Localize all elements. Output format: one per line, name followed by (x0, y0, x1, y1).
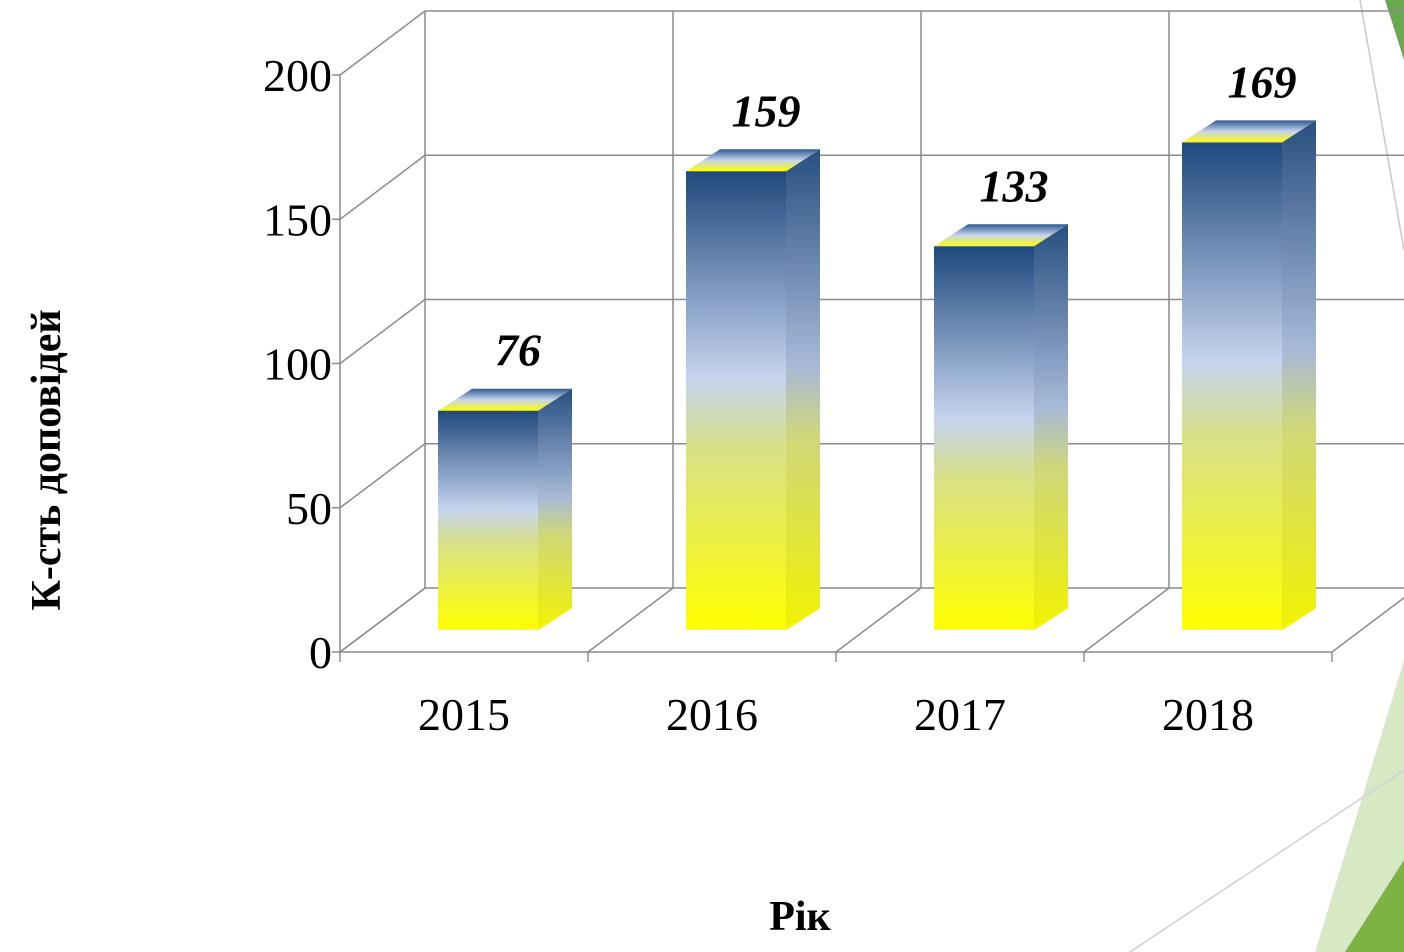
floor-line (835, 587, 922, 653)
grid-line (339, 298, 426, 365)
x-axis-label: Рік (769, 894, 831, 940)
bar-side (786, 149, 820, 630)
y-tick-label: 150 (263, 194, 332, 245)
data-label: 133 (980, 160, 1049, 211)
grid-line (339, 443, 426, 509)
bar-top (1182, 120, 1316, 143)
axes: 0 50 100 150 200 2015 2016 2017 2018 (263, 10, 1404, 740)
data-label: 159 (732, 85, 801, 136)
y-tick-label: 0 (309, 627, 332, 678)
grid-line (339, 587, 426, 653)
data-label: 169 (1228, 56, 1297, 107)
x-tick-label: 2015 (418, 689, 510, 740)
bar-top (934, 224, 1068, 247)
x-tick-label: 2017 (914, 689, 1006, 740)
bar-side (1034, 224, 1068, 631)
grid-line (339, 10, 426, 76)
bar (934, 246, 1034, 631)
y-tick-label: 100 (263, 339, 332, 390)
bars: 76 159 133 169 (438, 56, 1316, 631)
bar (686, 171, 786, 630)
bar (1182, 142, 1282, 630)
y-axis-label: К-сть доповідей (24, 309, 70, 610)
decoration (1129, 0, 1404, 952)
bar-top (686, 149, 820, 172)
y-tick-label: 200 (263, 50, 332, 101)
x-tick-label: 2016 (666, 689, 758, 740)
floor-line (1083, 587, 1170, 653)
y-tick-label: 50 (286, 483, 332, 534)
bar-side (538, 388, 572, 630)
bar-top (438, 388, 572, 411)
bar (438, 410, 538, 630)
x-tick-label: 2018 (1162, 689, 1254, 740)
floor-line (587, 587, 674, 653)
bar-side (1282, 120, 1316, 630)
data-label: 76 (495, 325, 541, 376)
grid-line (339, 154, 426, 220)
floor-line (1331, 596, 1404, 653)
